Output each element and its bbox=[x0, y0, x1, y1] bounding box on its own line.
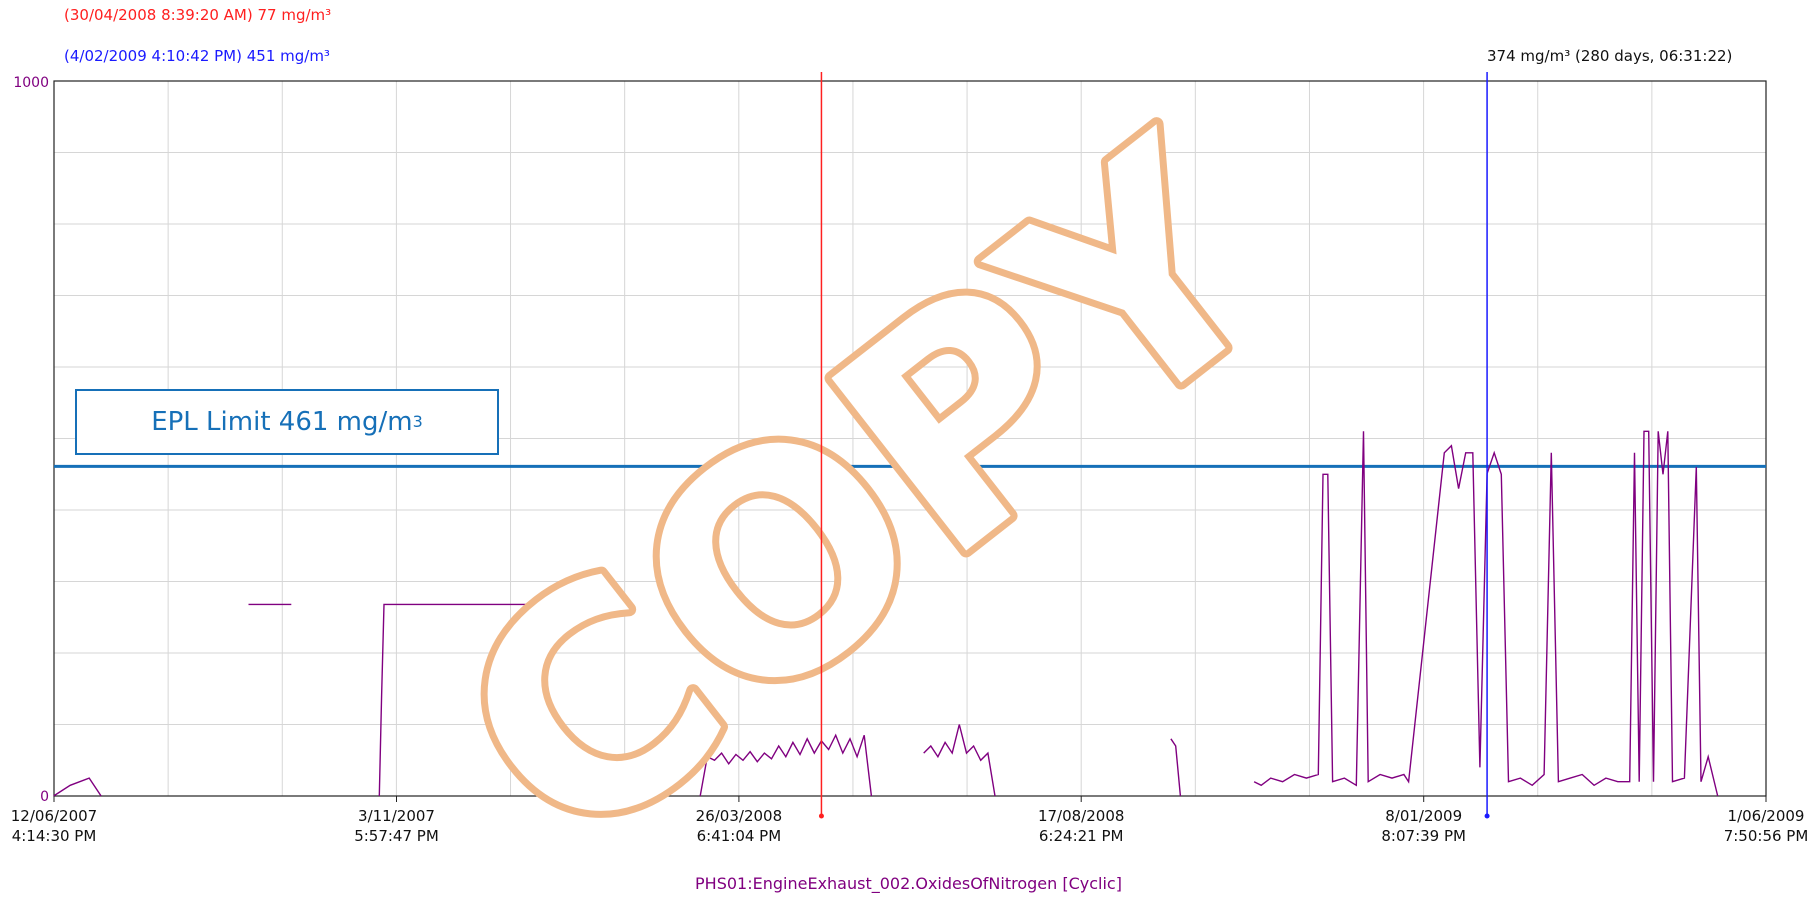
x-tick-label-date: 1/06/2009 bbox=[1728, 807, 1805, 825]
y-tick-label: 1000 bbox=[13, 75, 49, 91]
red-cursor-readout: (30/04/2008 8:39:20 AM) 77 mg/m³ bbox=[64, 6, 332, 24]
x-tick-label-date: 17/08/2008 bbox=[1038, 807, 1124, 825]
x-tick-label-time: 7:50:56 PM bbox=[1724, 827, 1809, 845]
x-tick-label-time: 6:24:21 PM bbox=[1039, 827, 1124, 845]
x-axis-ticks: 12/06/2007 4:14:30 PM 3/11/2007 5:57:47 PM 2… bbox=[11, 796, 1809, 845]
y-tick-label: 0 bbox=[40, 789, 49, 805]
epl-limit-label: EPL Limit 461 mg/m 3 bbox=[75, 389, 499, 455]
x-tick-label-date: 8/01/2009 bbox=[1385, 807, 1462, 825]
x-tick-label-time: 6:41:04 PM bbox=[697, 827, 782, 845]
cursor-lines bbox=[818, 72, 1490, 819]
plot-frame bbox=[53, 80, 1767, 797]
y-axis-ticks: 1000 0 bbox=[13, 75, 49, 805]
nox-series-line bbox=[923, 724, 996, 797]
x-tick-label-time: 8:07:39 PM bbox=[1381, 827, 1466, 845]
watermark-inner: COPY bbox=[399, 77, 1335, 898]
epl-limit-text: EPL Limit 461 mg/m bbox=[151, 407, 413, 437]
nox-series-line bbox=[53, 777, 102, 797]
blue-cursor-marker bbox=[1484, 813, 1490, 819]
nox-series-line bbox=[378, 603, 620, 797]
cursor-delta-readout: 374 mg/m³ (280 days, 06:31:22) bbox=[1487, 47, 1733, 65]
x-tick-label-date: 26/03/2008 bbox=[696, 807, 782, 825]
x-tick-label-date: 3/11/2007 bbox=[358, 807, 435, 825]
x-tick-label-time: 5:57:47 PM bbox=[354, 827, 439, 845]
series-group bbox=[53, 430, 1719, 797]
series-legend-label: PHS01:EngineExhaust_002.OxidesOfNitrogen… bbox=[695, 874, 1122, 893]
x-tick-label-date: 12/06/2007 bbox=[11, 807, 97, 825]
nox-series-line bbox=[1170, 738, 1182, 797]
nox-series-line bbox=[699, 733, 873, 797]
blue-cursor-readout: (4/02/2009 4:10:42 PM) 451 mg/m³ bbox=[64, 47, 330, 65]
red-cursor-marker bbox=[818, 813, 824, 819]
nox-series-line bbox=[1253, 430, 1719, 797]
x-tick-label-time: 4:14:30 PM bbox=[12, 827, 97, 845]
copy-watermark: COPY COPY bbox=[392, 70, 1342, 898]
